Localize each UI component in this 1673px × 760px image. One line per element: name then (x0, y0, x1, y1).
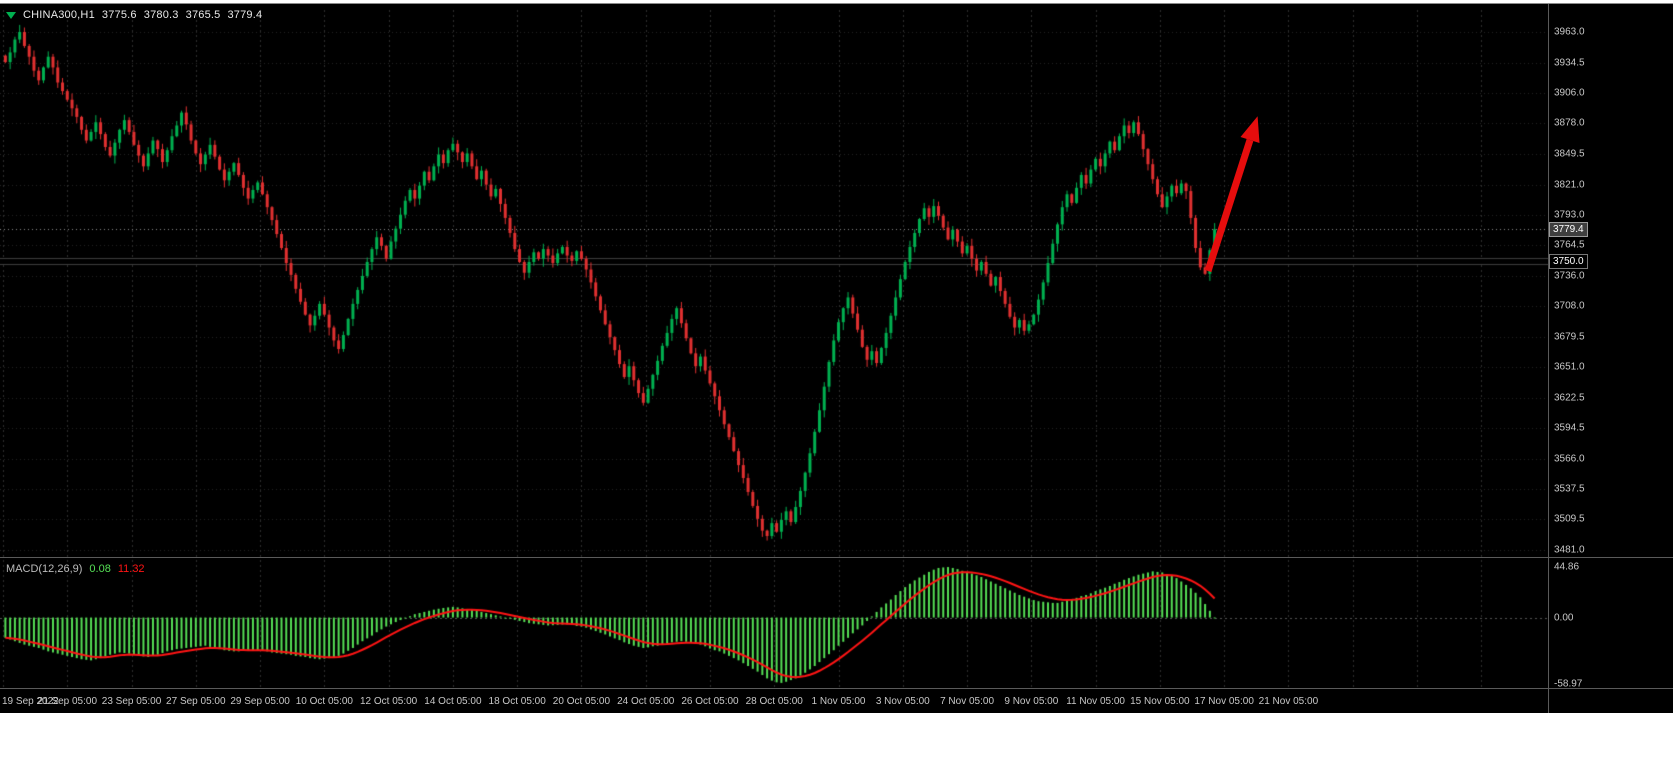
time-axis-label: 15 Nov 05:00 (1130, 696, 1190, 707)
symbol-timeframe-label: CHINA300,H1 (23, 9, 95, 21)
price-axis-label: 3878.0 (1554, 117, 1585, 129)
ohlc-close-value: 3779.4 (227, 9, 263, 21)
price-axis-label: 3963.0 (1554, 26, 1585, 38)
time-axis-label: 24 Oct 05:00 (617, 696, 675, 707)
ohlc-open-value: 3775.6 (101, 9, 137, 21)
price-axis-label: 3509.5 (1554, 513, 1585, 525)
chart-area: CHINA300,H1 3775.6 3780.3 3765.5 3779.4 … (0, 3, 1673, 714)
price-axis-label: 3821.0 (1554, 179, 1585, 191)
price-axis-label: 3906.0 (1554, 87, 1585, 99)
ohlc-high-value: 3780.3 (143, 9, 179, 21)
time-axis-label: 27 Sep 05:00 (166, 696, 226, 707)
time-axis-label: 28 Oct 05:00 (745, 696, 803, 707)
time-axis-label: 17 Nov 05:00 (1194, 696, 1254, 707)
price-axis-label: 3736.0 (1554, 270, 1585, 282)
time-axis-label: 20 Oct 05:00 (552, 696, 611, 707)
time-axis-label: 10 Oct 05:00 (295, 696, 353, 707)
symbol-header: CHINA300,H1 3775.6 3780.3 3765.5 3779.4 (6, 9, 262, 21)
window-bottom-margin (0, 713, 1673, 760)
current-price-badge: 3779.4 (1549, 222, 1588, 238)
macd-indicator-header: MACD(12,26,9) 0.08 11.32 (6, 563, 145, 575)
time-axis-label: 14 Oct 05:00 (424, 696, 482, 707)
price-macd-chart-canvas[interactable] (0, 4, 1548, 690)
price-axis-label: 3764.5 (1554, 239, 1585, 251)
time-axis[interactable]: 19 Sep 2022 21 Sep 05:00 23 Sep 05:00 27 Se… (0, 689, 1548, 714)
macd-axis-label: 44.86 (1554, 561, 1580, 573)
price-axis-label: 3849.5 (1554, 148, 1585, 160)
panel-separator (0, 557, 1673, 558)
price-axis-label: 3934.5 (1554, 57, 1585, 69)
time-axis-label: 11 Nov 05:00 (1066, 696, 1125, 707)
price-axis-label: 3793.0 (1554, 209, 1585, 221)
price-axis[interactable]: 3963.0 3934.5 3906.0 3878.0 3849.5 3821.0 3793… (1548, 4, 1673, 714)
macd-main-value: 0.08 (89, 563, 111, 575)
hline-price-badge: 3750.0 (1549, 253, 1588, 269)
time-axis-label: 12 Oct 05:00 (359, 696, 418, 707)
time-axis-label: 21 Nov 05:00 (1258, 696, 1319, 707)
price-axis-label: 3622.5 (1554, 392, 1585, 404)
up-trend-arrow-annotation[interactable] (1194, 96, 1284, 286)
time-axis-label: 21 Sep 05:00 (37, 696, 98, 707)
price-axis-label: 3651.0 (1554, 361, 1585, 373)
symbol-marker-icon (6, 11, 16, 19)
time-axis-label: 29 Sep 05:00 (230, 696, 290, 707)
time-axis-label: 18 Oct 05:00 (488, 696, 546, 707)
time-axis-label: 23 Sep 05:00 (101, 696, 162, 707)
macd-title-label: MACD(12,26,9) (6, 563, 83, 575)
macd-axis-label: -58.97 (1554, 678, 1583, 690)
price-axis-label: 3566.0 (1554, 453, 1585, 465)
price-axis-label: 3708.0 (1554, 300, 1585, 312)
time-axis-label: 1 Nov 05:00 (811, 696, 866, 707)
time-axis-label: 19 Sep 2022 (2, 696, 59, 707)
time-axis-label: 7 Nov 05:00 (940, 696, 995, 707)
panel-separator (0, 688, 1673, 689)
price-axis-label: 3537.5 (1554, 483, 1585, 495)
price-axis-label: 3679.5 (1554, 331, 1585, 343)
price-axis-label: 3594.5 (1554, 422, 1585, 434)
time-axis-label: 26 Oct 05:00 (681, 696, 739, 707)
macd-axis-label: 0.00 (1554, 612, 1574, 624)
time-axis-label: 3 Nov 05:00 (875, 696, 930, 707)
time-axis-label: 9 Nov 05:00 (1004, 696, 1059, 707)
macd-signal-value: 11.32 (117, 563, 145, 575)
ohlc-low-value: 3765.5 (185, 9, 221, 21)
price-axis-label: 3481.0 (1554, 544, 1585, 556)
